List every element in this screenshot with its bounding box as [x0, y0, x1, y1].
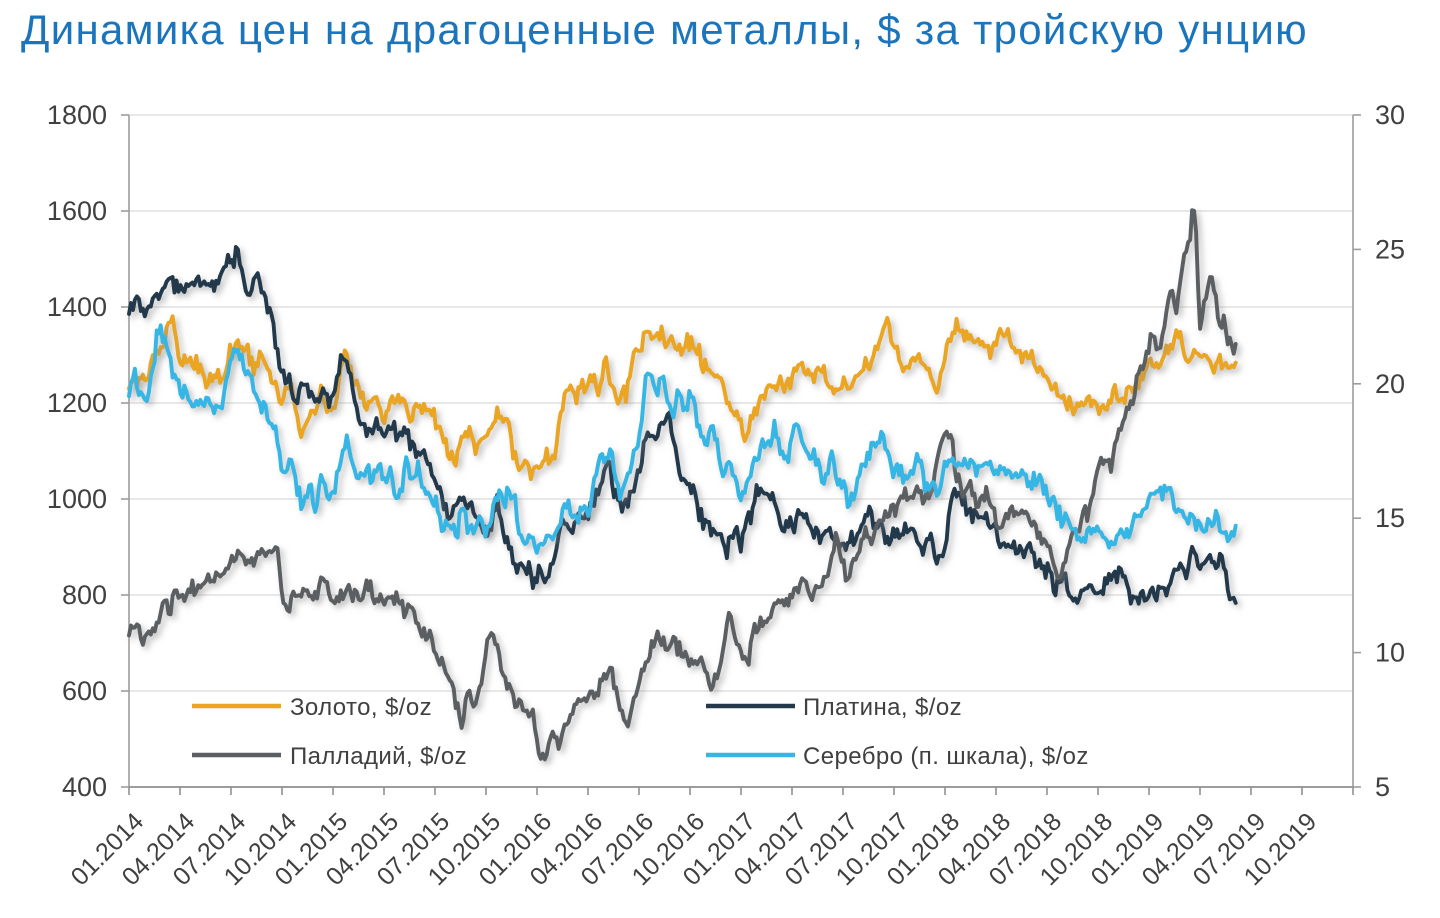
svg-text:Золото, $/oz: Золото, $/oz — [290, 694, 432, 721]
svg-text:25: 25 — [1375, 234, 1405, 264]
svg-text:1600: 1600 — [47, 196, 107, 226]
svg-text:1200: 1200 — [47, 388, 107, 418]
svg-text:400: 400 — [62, 772, 107, 802]
svg-text:1400: 1400 — [47, 292, 107, 322]
svg-text:15: 15 — [1375, 503, 1405, 533]
svg-text:Палладий, $/oz: Палладий, $/oz — [290, 743, 467, 770]
svg-text:5: 5 — [1375, 772, 1390, 802]
svg-text:600: 600 — [62, 676, 107, 706]
svg-text:10: 10 — [1375, 638, 1405, 668]
svg-text:20: 20 — [1375, 369, 1405, 399]
svg-text:30: 30 — [1375, 100, 1405, 130]
svg-text:800: 800 — [62, 580, 107, 610]
svg-text:1000: 1000 — [47, 484, 107, 514]
svg-text:Платина, $/oz: Платина, $/oz — [803, 694, 962, 721]
svg-text:Серебро (п. шкала), $/oz: Серебро (п. шкала), $/oz — [803, 743, 1089, 770]
svg-text:1800: 1800 — [47, 100, 107, 130]
